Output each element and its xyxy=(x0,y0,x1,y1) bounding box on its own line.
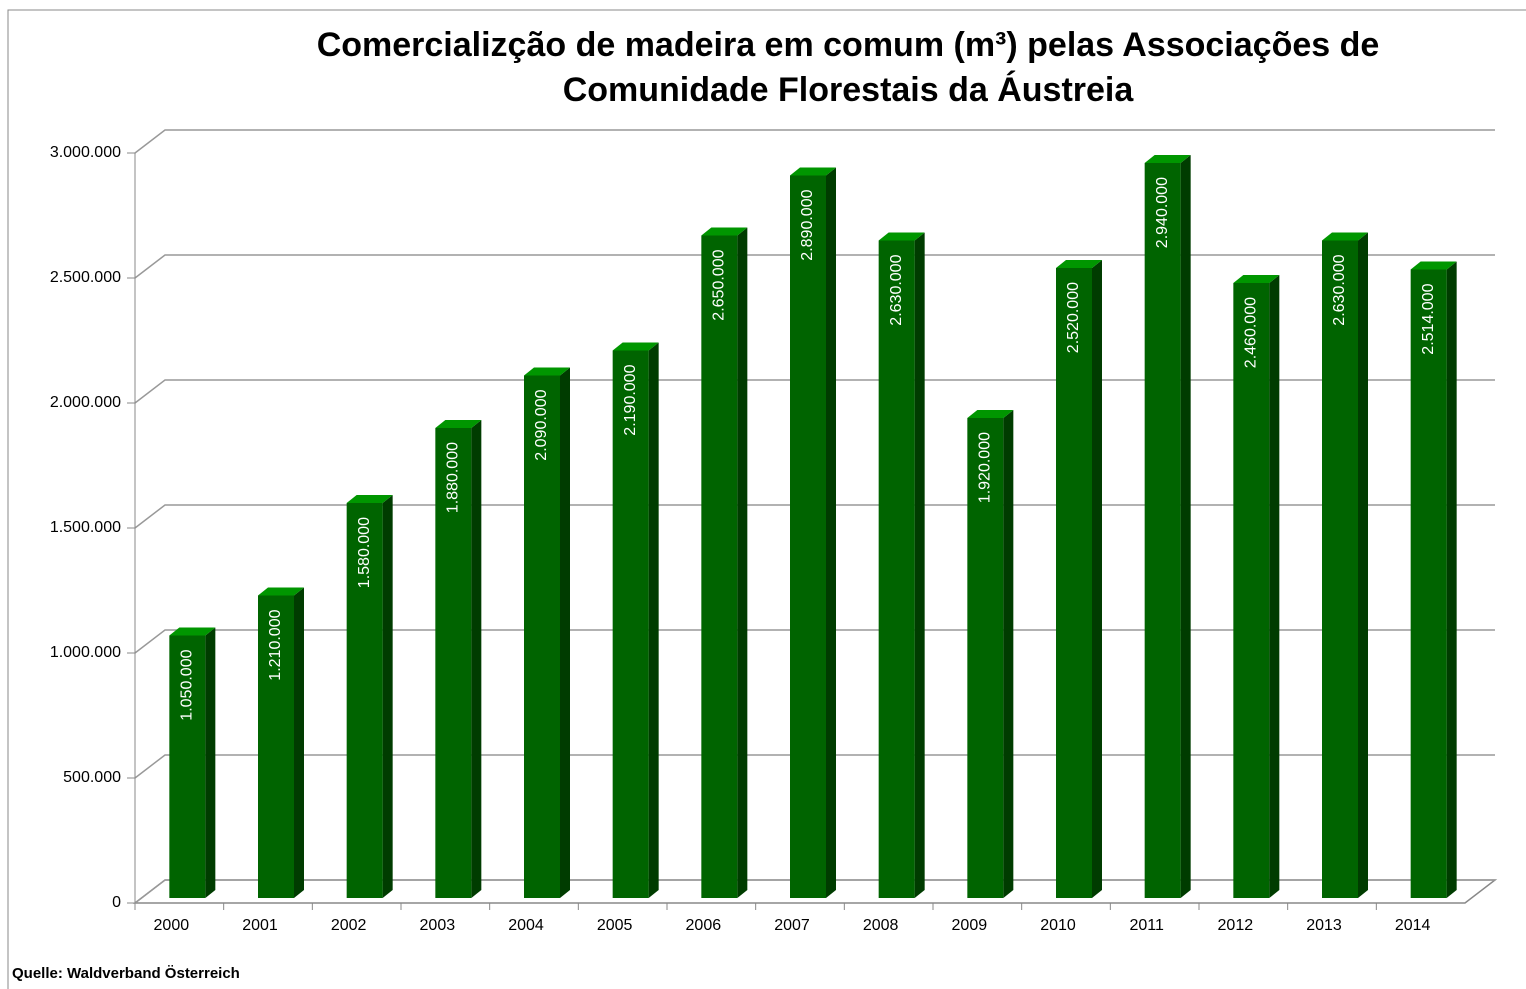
value-label: 1.050.000 xyxy=(179,649,196,720)
value-label: 2.650.000 xyxy=(711,249,728,320)
y-tick-label: 1.000.000 xyxy=(50,644,121,661)
bar xyxy=(1144,163,1181,898)
x-tick-label: 2000 xyxy=(154,917,190,934)
x-tick-label: 2007 xyxy=(774,917,810,934)
bar xyxy=(612,350,649,898)
bar xyxy=(1233,283,1270,898)
bar-top xyxy=(346,495,393,503)
bar xyxy=(967,418,1004,898)
frame xyxy=(7,9,1526,989)
y-tick-label: 1.500.000 xyxy=(50,519,121,536)
grid-line xyxy=(134,879,1495,904)
bar-side xyxy=(1003,410,1014,898)
value-label: 2.940.000 xyxy=(1154,177,1171,248)
x-tick-label: 2010 xyxy=(1040,917,1076,934)
value-label: 1.210.000 xyxy=(267,609,284,680)
bar-top xyxy=(790,167,836,176)
chart-title: Comunidade Florestais da Áustreia xyxy=(563,71,1135,109)
chart-title: Comercializção de madeira em comum (m³) … xyxy=(317,26,1380,64)
bar-top xyxy=(524,367,570,376)
grid-line xyxy=(134,754,1495,779)
value-label: 2.630.000 xyxy=(1331,254,1348,325)
bar-top xyxy=(1144,155,1191,163)
y-tick-label: 0 xyxy=(112,894,121,911)
bar-side xyxy=(1092,260,1102,898)
x-tick-label: 2005 xyxy=(597,917,633,934)
bar xyxy=(169,635,206,898)
bar-top xyxy=(1410,261,1457,270)
bar xyxy=(258,595,294,898)
bar xyxy=(1410,269,1447,898)
value-label: 2.514.000 xyxy=(1420,283,1437,354)
x-tick-label: 2006 xyxy=(686,917,722,934)
source: Quelle: Waldverband Österreich xyxy=(12,965,240,982)
value-label: 1.580.000 xyxy=(356,517,373,588)
grid-line xyxy=(134,254,1495,279)
bar-top xyxy=(701,227,748,236)
x-tick-label: 2013 xyxy=(1306,917,1342,934)
bar-top xyxy=(1322,232,1368,241)
bar-top xyxy=(169,627,216,636)
bar-side xyxy=(1269,275,1280,898)
bar xyxy=(1322,240,1358,898)
bar-top xyxy=(435,420,482,428)
grid-line xyxy=(134,629,1495,654)
y-tick-label: 2.000.000 xyxy=(50,394,121,411)
bar-side xyxy=(826,167,836,898)
bar-top xyxy=(1233,275,1280,283)
bar xyxy=(701,235,738,898)
grid-line xyxy=(134,379,1495,404)
x-tick-label: 2008 xyxy=(863,917,899,934)
y-tick-label: 500.000 xyxy=(63,769,121,786)
bar xyxy=(878,240,915,898)
x-tick-label: 2003 xyxy=(420,917,456,934)
bar-top xyxy=(878,232,925,241)
x-tick-label: 2012 xyxy=(1218,917,1254,934)
bar-side xyxy=(205,627,216,898)
bar-side xyxy=(1358,232,1368,898)
x-tick-label: 2004 xyxy=(508,917,544,934)
bar-top xyxy=(967,410,1014,418)
value-label: 2.090.000 xyxy=(533,389,550,460)
bar-side xyxy=(1180,155,1191,898)
bar-top xyxy=(612,342,659,351)
y-tick-label: 3.000.000 xyxy=(50,144,121,161)
bar-side xyxy=(471,420,482,898)
bar-top xyxy=(1056,260,1102,268)
x-tick-label: 2014 xyxy=(1395,917,1431,934)
grid-line xyxy=(134,504,1495,529)
bar-side xyxy=(1446,261,1457,898)
x-tick-label: 2011 xyxy=(1129,917,1164,934)
value-label: 2.190.000 xyxy=(622,364,639,435)
x-tick-label: 2001 xyxy=(242,917,278,934)
value-label: 1.880.000 xyxy=(445,442,462,513)
bar-side xyxy=(382,495,393,898)
value-label: 2.630.000 xyxy=(888,254,905,325)
bar xyxy=(524,375,560,898)
bar-top xyxy=(258,587,304,596)
x-tick-label: 2002 xyxy=(331,917,367,934)
bar-side xyxy=(648,342,659,898)
y-tick-label: 2.500.000 xyxy=(50,269,121,286)
bar-side xyxy=(560,367,570,898)
bar xyxy=(790,175,826,898)
value-label: 2.460.000 xyxy=(1243,297,1260,368)
bar xyxy=(346,503,383,898)
bar xyxy=(435,428,472,898)
bar xyxy=(1056,268,1092,898)
bar-side xyxy=(737,227,748,898)
value-label: 1.920.000 xyxy=(977,432,994,503)
value-label: 2.520.000 xyxy=(1065,282,1082,353)
x-tick-label: 2009 xyxy=(952,917,988,934)
bar-side xyxy=(294,587,304,898)
bar-side xyxy=(914,232,925,898)
value-label: 2.890.000 xyxy=(799,189,816,260)
grid-line xyxy=(134,129,1495,154)
